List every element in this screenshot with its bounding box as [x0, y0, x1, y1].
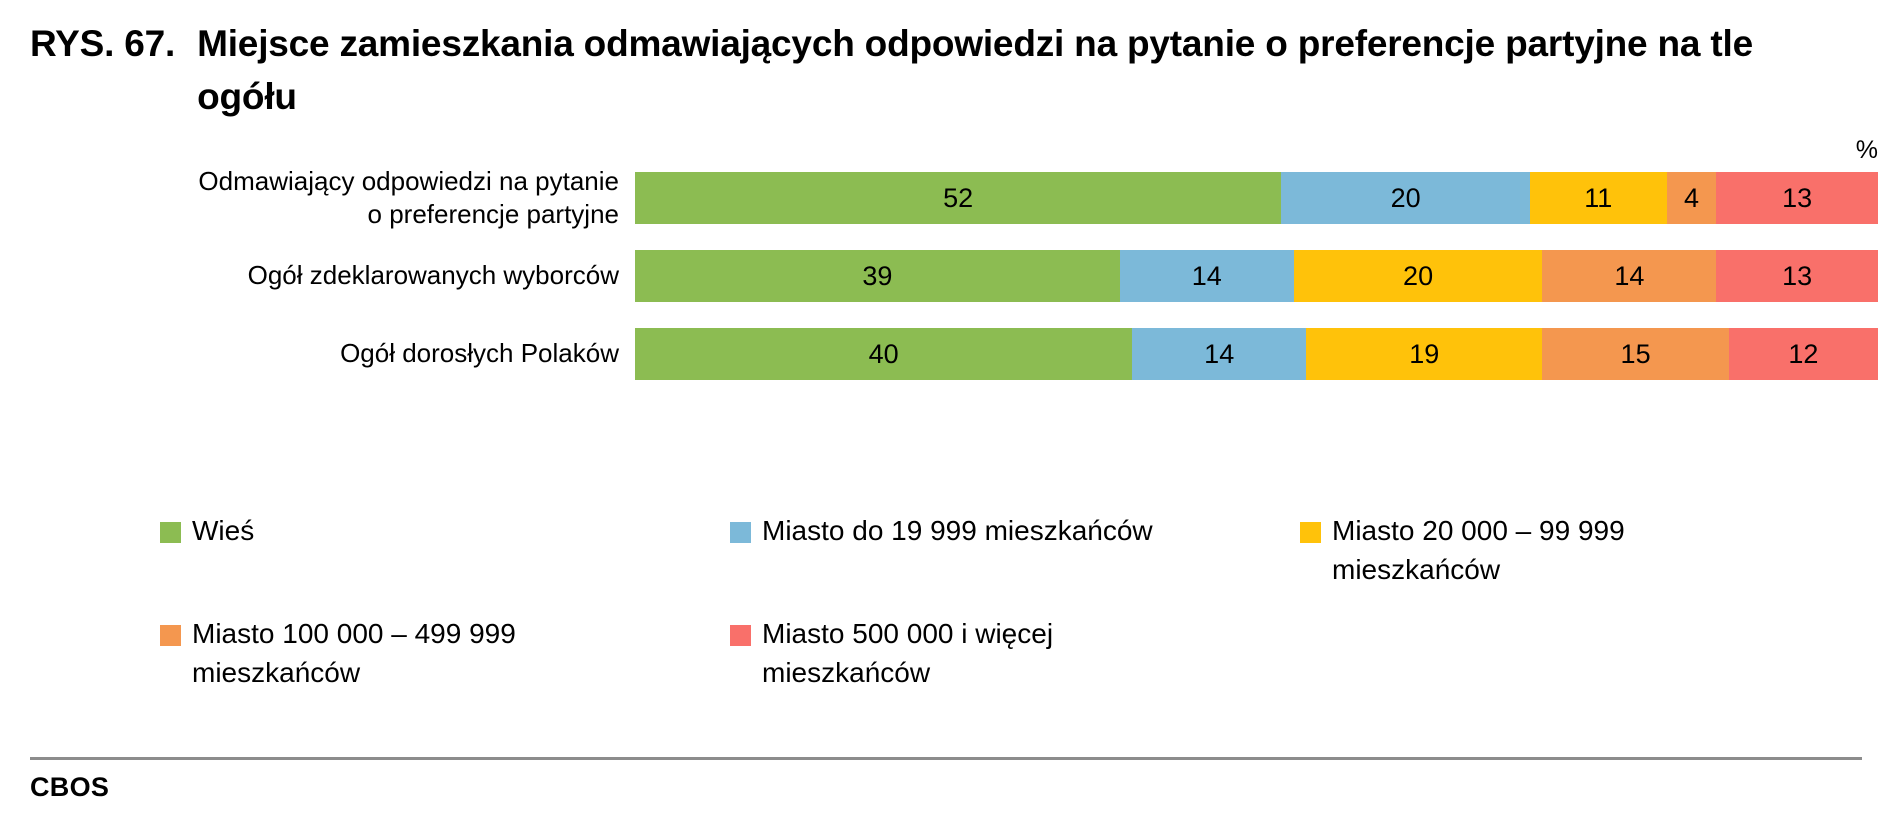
category-label: Ogół zdeklarowanych wyborców [247, 260, 619, 291]
figure-number: RYS. 67. [30, 23, 176, 64]
legend-item-label: Wieś [192, 515, 255, 546]
stacked-bar: 40 14 19 15 12 [635, 328, 1878, 380]
legend-item[interactable]: Miasto do 19 999 mieszkańców [730, 512, 1300, 615]
legend-swatch-icon [730, 625, 751, 646]
bar-value-label: 14 [1191, 260, 1222, 291]
category-label: Ogół dorosłych Polaków [340, 338, 619, 369]
stacked-bar: 39 14 20 14 13 [635, 250, 1878, 302]
legend-item-label: Miasto 100 000 – 499 999 mieszkańców [192, 618, 516, 688]
footer-divider [30, 757, 1862, 760]
legend-item[interactable]: Miasto 20 000 – 99 999 mieszkańców [1300, 512, 1870, 615]
bar-segment: 13 [1716, 172, 1878, 224]
bar-value-label: 13 [1782, 260, 1813, 291]
bar-value-label: 39 [862, 260, 893, 291]
bar-segment: 39 [635, 250, 1120, 302]
legend-item-label: Miasto 500 000 i więcej mieszkańców [762, 618, 1054, 688]
bar-value-label: 20 [1403, 260, 1434, 291]
table-row: Odmawiający odpowiedzi na pytanie o pref… [0, 166, 1890, 229]
chart-plot-area: Odmawiający odpowiedzi na pytanie o pref… [0, 164, 1890, 400]
bar-segment: 4 [1666, 172, 1717, 224]
bar-segment: 15 [1542, 328, 1729, 380]
footer-brand: CBOS [30, 772, 110, 802]
bar-segment: 11 [1529, 172, 1667, 224]
category-label: Odmawiający odpowiedzi na pytanie o pref… [198, 165, 619, 229]
bar-segment: 40 [635, 328, 1133, 380]
bar-value-label: 12 [1788, 338, 1819, 369]
bar-value-label: 40 [868, 338, 899, 369]
bar-value-label: 19 [1409, 338, 1440, 369]
bar-value-label: 20 [1390, 182, 1421, 213]
page-title: RYS. 67. Miejsce zamieszkania odmawiając… [30, 18, 1830, 123]
legend-item[interactable]: Wieś [160, 512, 730, 615]
figure-title-text: Miejsce zamieszkania odmawiających odpow… [197, 23, 1753, 117]
bar-segment: 12 [1728, 328, 1878, 380]
bar-segment: 14 [1542, 250, 1717, 302]
legend-swatch-icon [1300, 522, 1321, 543]
bar-segment: 52 [635, 172, 1282, 224]
bar-value-label: 13 [1782, 182, 1813, 213]
bar-segment: 20 [1293, 250, 1543, 302]
legend-item[interactable]: Miasto 100 000 – 499 999 mieszkańców [160, 615, 730, 718]
bar-value-label: 4 [1684, 182, 1700, 213]
legend-swatch-icon [730, 522, 751, 543]
percent-unit-label: % [1855, 136, 1878, 164]
bar-segment: 14 [1119, 250, 1294, 302]
legend-item-label: Miasto do 19 999 mieszkańców [762, 515, 1153, 546]
bar-value-label: 14 [1614, 260, 1645, 291]
bar-value-label: 52 [943, 182, 974, 213]
legend-swatch-icon [160, 625, 181, 646]
legend-item[interactable]: Miasto 500 000 i więcej mieszkańców [730, 615, 1300, 718]
bar-segment: 14 [1132, 328, 1307, 380]
table-row: Ogół dorosłych Polaków 40 14 19 15 12 [0, 328, 1890, 380]
chart-legend: Wieś Miasto do 19 999 mieszkańców Miasto 2… [160, 512, 1880, 718]
bar-value-label: 14 [1204, 338, 1235, 369]
legend-swatch-icon [160, 522, 181, 543]
bar-segment: 20 [1281, 172, 1530, 224]
legend-item-label: Miasto 20 000 – 99 999 mieszkańców [1332, 515, 1625, 585]
bar-segment: 13 [1716, 250, 1878, 302]
stacked-bar: 52 20 11 4 13 [635, 172, 1878, 224]
bar-value-label: 11 [1584, 182, 1613, 213]
bar-segment: 19 [1306, 328, 1543, 380]
bar-value-label: 15 [1620, 338, 1651, 369]
table-row: Ogół zdeklarowanych wyborców 39 14 20 14 13 [0, 250, 1890, 302]
